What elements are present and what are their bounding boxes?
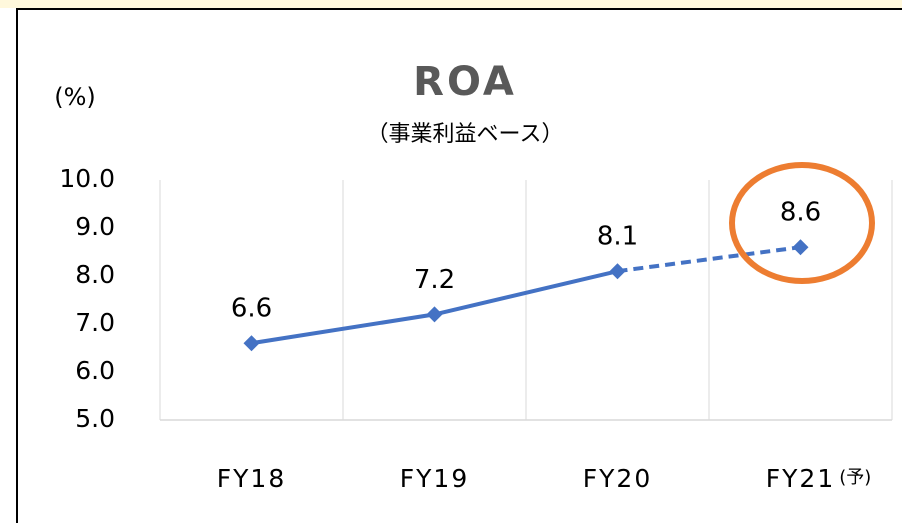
x-tick-label: FY20: [583, 464, 652, 493]
y-tick-label: 6.0: [75, 356, 115, 385]
highlight-circle: [729, 162, 875, 284]
data-label: 8.1: [597, 222, 638, 252]
chart-subtitle: （事業利益ベース）: [367, 122, 564, 147]
x-tick-label: FY21: [766, 464, 835, 493]
marker: [243, 335, 260, 352]
marker: [609, 263, 626, 280]
x-tick-label: FY19: [400, 464, 469, 493]
forecast-line: [617, 245, 801, 274]
y-tick-label: 5.0: [75, 404, 115, 433]
y-tick-label: 7.0: [75, 308, 115, 337]
y-tick-label: 8.0: [75, 260, 115, 289]
chart-title: ROA: [413, 59, 517, 105]
data-label: 6.6: [231, 294, 272, 324]
data-label: 8.6: [780, 198, 821, 228]
data-label: 7.2: [414, 265, 455, 295]
marker: [792, 239, 809, 256]
y-tick-label: 9.0: [75, 212, 115, 241]
forecast-label: (予): [839, 467, 871, 488]
top-strip: [0, 0, 902, 8]
y-axis-label: (%): [54, 83, 96, 111]
y-tick-label: 10.0: [59, 164, 115, 193]
x-tick-label: FY18: [217, 464, 286, 493]
marker: [426, 306, 443, 323]
